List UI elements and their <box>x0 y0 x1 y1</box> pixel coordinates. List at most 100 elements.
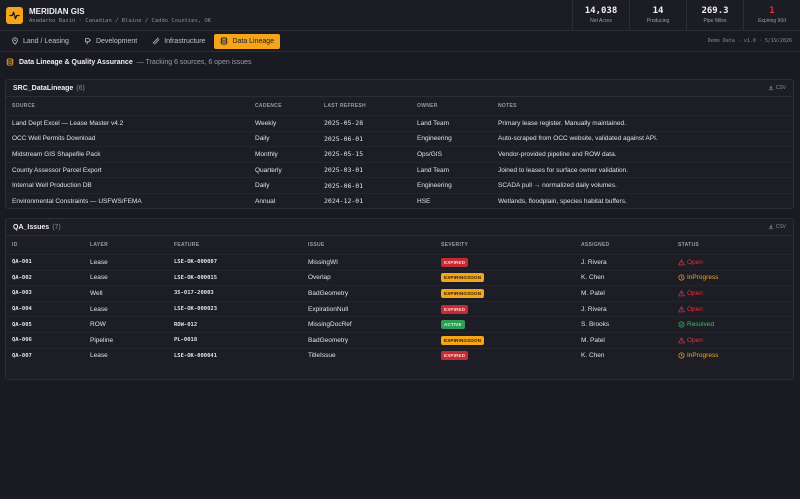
cell-feature: LSE-OK-000015 <box>174 274 218 281</box>
cell-issue: BadGeometry <box>308 289 349 297</box>
cell-feature: 35-017-20003 <box>174 290 214 297</box>
app-header: MERIDIAN GIS Anadarko Basin · Canadian /… <box>0 0 800 31</box>
download-icon <box>768 224 774 230</box>
cell-id: QA-007 <box>12 352 32 359</box>
table-row[interactable]: Land Dept Excel — Lease Master v4.2 Weekl… <box>6 115 793 131</box>
tab-label: Data Lineage <box>232 37 275 45</box>
status-label: Open <box>687 336 703 344</box>
alert-triangle-icon <box>678 336 685 344</box>
alert-triangle-icon <box>678 289 685 297</box>
cell-source: Midstream GIS Shapefile Pack <box>12 150 101 158</box>
table-row[interactable]: QA-006 Pipeline PL-0018 BadGeometry EXPIRING… <box>6 331 793 348</box>
app-subtitle: Anadarko Basin · Canadian / Blaine / Cad… <box>29 17 212 24</box>
table-row[interactable]: QA-007 Lease LSE-OK-000041 TitleIssue EXPIRE… <box>6 347 793 364</box>
table-row[interactable]: Internal Well Production DB Daily 2025-06-… <box>6 177 793 193</box>
kpi-value: 269.3 <box>701 6 729 16</box>
status-badge: Open <box>678 336 703 344</box>
cell-notes: SCADA pull → normalized daily volumes. <box>498 182 617 190</box>
map-pin-icon <box>11 37 19 45</box>
column-header: SEVERITY <box>441 242 469 248</box>
cell-owner: Ops/GIS <box>417 150 442 158</box>
table-row[interactable]: QA-001 Lease LSE-OK-000087 MissingWI EXPIRED… <box>6 254 793 270</box>
column-header: LAYER <box>90 242 108 248</box>
cell-feature: LSE-OK-000087 <box>174 259 218 266</box>
cell-notes: Wetlands, floodplain, species habitat bu… <box>498 197 627 205</box>
cell-cadence: Daily <box>255 182 270 190</box>
column-header: STATUS <box>678 242 700 248</box>
panel-count: (7) <box>52 223 61 231</box>
severity-badge: EXPIRINGSOON <box>441 335 485 345</box>
cell-owner: Land Team <box>417 166 450 174</box>
tab-label: Infrastructure <box>164 37 206 45</box>
cell-issue: TitleIssue <box>308 352 336 360</box>
tab-land-leasing[interactable]: Land / Leasing <box>5 34 75 49</box>
cell-assigned: J. Rivera <box>581 258 607 266</box>
clock-icon <box>678 274 685 281</box>
cell-notes: Auto-scraped from OCC website, validated… <box>498 135 658 143</box>
cell-notes: Vendor-provided pipeline and ROW data. <box>498 150 617 158</box>
cell-id: QA-003 <box>12 290 32 297</box>
brand: MERIDIAN GIS Anadarko Basin · Canadian /… <box>29 7 211 24</box>
cell-refresh: 2025-05-15 <box>324 150 364 159</box>
table-row[interactable]: County Assessor Parcel Export Quarterly 20… <box>6 161 793 178</box>
database-icon <box>6 58 14 66</box>
severity-badge: EXPIRED <box>441 257 469 267</box>
csv-label: CSV <box>775 85 786 91</box>
cell-cadence: Monthly <box>255 150 278 158</box>
database-icon <box>220 37 228 45</box>
cell-owner: Engineering <box>417 135 452 143</box>
cell-severity: EXPIRINGSOON <box>441 335 485 345</box>
cell-layer: Lease <box>90 352 108 360</box>
severity-badge: EXPIRINGSOON <box>441 288 485 298</box>
table-row[interactable]: QA-002 Lease LSE-OK-000015 Overlap EXPIRINGS… <box>6 269 793 286</box>
column-header: OWNER <box>417 103 438 109</box>
cell-id: QA-004 <box>12 306 32 313</box>
kpi-expiring: 1 Expiring 90d <box>743 0 800 31</box>
table-row[interactable]: Environmental Constraints — USFWS/FEMA An… <box>6 192 793 209</box>
table-row[interactable]: QA-005 ROW ROW-012 MissingDocRef ACTIVE S. Br… <box>6 316 793 332</box>
tab-development[interactable]: Development <box>78 34 143 49</box>
table-row[interactable]: QA-004 Lease LSE-OK-000023 ExpirationNull EX… <box>6 300 793 317</box>
export-csv-button[interactable]: CSV <box>768 85 786 91</box>
csv-label: CSV <box>775 224 786 230</box>
cell-cadence: Annual <box>255 197 276 205</box>
status-badge: Resolved <box>678 321 714 328</box>
cell-source: Land Dept Excel — Lease Master v4.2 <box>12 119 124 127</box>
column-header: FEATURE <box>174 242 200 248</box>
severity-badge: EXPIRED <box>441 351 469 361</box>
column-header: ISSUE <box>308 242 325 248</box>
column-header: NOTES <box>498 103 517 109</box>
tab-bar: Land / Leasing Development Infrastructur… <box>0 31 800 52</box>
table-row[interactable]: QA-003 Well 35-017-20003 BadGeometry EXPIRIN… <box>6 285 793 301</box>
table-row[interactable]: Midstream GIS Shapefile Pack Monthly 2025-… <box>6 146 793 162</box>
column-header: ASSIGNED <box>581 242 610 248</box>
cell-assigned: J. Rivera <box>581 305 607 313</box>
status-label: InProgress <box>687 352 719 360</box>
cell-source: Internal Well Production DB <box>12 182 92 190</box>
cell-issue: MissingWI <box>308 258 338 266</box>
export-csv-button[interactable]: CSV <box>768 224 786 230</box>
app-title: MERIDIAN GIS <box>29 6 85 16</box>
cell-assigned: M. Patel <box>581 289 605 297</box>
issues-panel: QA_Issues (7) CSV ID LAYER FEATURE ISSUE… <box>5 218 794 380</box>
pulse-logo-icon <box>6 6 23 24</box>
page-subtitle: — Tracking 6 sources, 6 open issues <box>136 58 252 66</box>
tab-data-lineage[interactable]: Data Lineage <box>214 33 281 49</box>
cell-source: OCC Well Permits Download <box>12 135 96 143</box>
download-icon <box>768 85 774 91</box>
kpi-pipe-miles: 269.3 Pipe Miles <box>686 0 743 31</box>
status-label: Open <box>687 289 703 297</box>
tab-infrastructure[interactable]: Infrastructure <box>146 34 211 49</box>
status-label: InProgress <box>687 274 719 282</box>
cell-issue: MissingDocRef <box>308 321 352 329</box>
table-row[interactable]: OCC Well Permits Download Daily 2025-06-01… <box>6 130 793 147</box>
cell-layer: Lease <box>90 258 108 266</box>
status-label: Resolved <box>687 321 715 329</box>
column-header: SOURCE <box>12 103 36 109</box>
demo-label: Demo Data · v1.0 · 5/19/2026 <box>707 38 792 44</box>
cell-assigned: S. Brooks <box>581 321 610 329</box>
panel-count: (6) <box>76 84 85 92</box>
status-badge: Open <box>678 289 703 297</box>
cell-assigned: K. Chen <box>581 352 605 360</box>
drill-icon <box>84 37 92 45</box>
